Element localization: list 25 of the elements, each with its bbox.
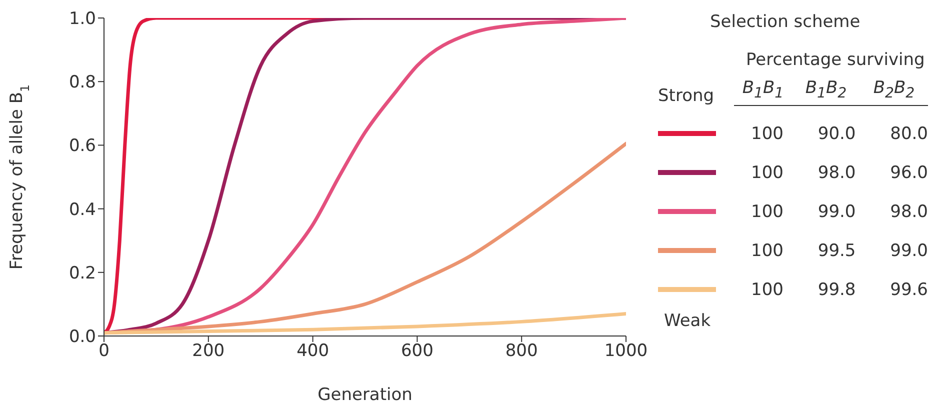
legend-label: 100 99.8 99.6	[751, 280, 928, 300]
text: B$_{2}$B$_{2}$	[872, 78, 916, 101]
y-tick-label: 0.0	[68, 327, 96, 348]
y-tick-label: 1.0	[68, 9, 96, 30]
legend-label: 100 99.5 99.0	[751, 240, 928, 260]
x-tick-label: 200	[192, 341, 225, 362]
text: Percentage surviving	[746, 50, 926, 70]
y-tick-label: 0.6	[68, 136, 96, 156]
y-tick-label: 0.8	[68, 72, 96, 93]
x-axis-title: Generation	[318, 385, 412, 405]
y-tick-label: 0.2	[68, 263, 96, 284]
text: B$_{1}$B$_{1}$	[741, 78, 785, 101]
text: Weak	[664, 311, 712, 331]
y-tick-label: 0.4	[68, 200, 96, 220]
legend-label: 100 98.0 96.0	[751, 162, 928, 182]
x-tick-label: 800	[505, 341, 538, 362]
x-tick-label: 600	[400, 341, 434, 362]
legend-title: Selection scheme	[710, 12, 862, 32]
x-tick-label: 400	[296, 341, 330, 362]
legend-label: 100 99.0 98.0	[751, 202, 928, 222]
legend-label: 100 90.0 80.0	[751, 124, 928, 144]
x-tick-label: 1000	[604, 341, 648, 362]
text: B$_{1}$B$_{2}$	[804, 78, 848, 101]
text: Strong	[658, 86, 716, 106]
x-tick-label: 0	[98, 341, 110, 362]
